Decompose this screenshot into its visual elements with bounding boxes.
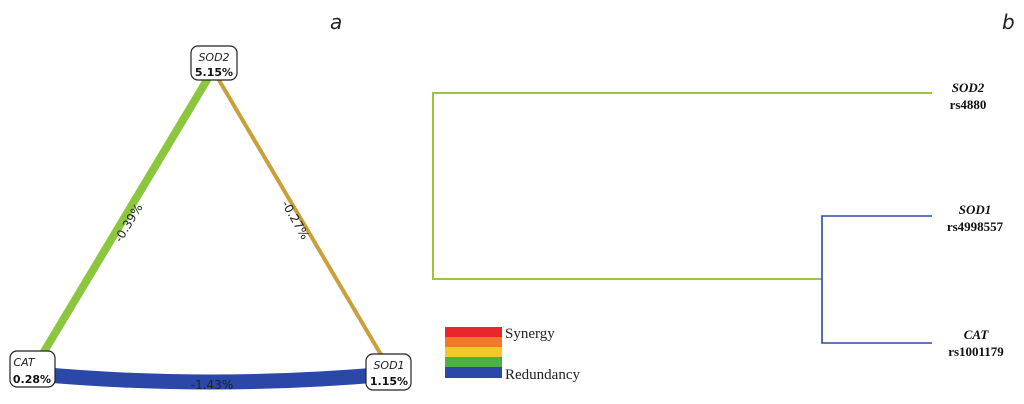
- node-sod2: SOD2 5.15%: [190, 45, 238, 81]
- node-sod2-name: SOD2: [198, 51, 229, 64]
- edge-cat-sod1: [28, 366, 398, 390]
- node-sod2-pct: 5.15%: [195, 66, 233, 79]
- legend-swatch-green: [445, 357, 502, 367]
- legend-swatch-red: [445, 327, 502, 337]
- leaf-sod2-gene: SOD2: [952, 80, 985, 95]
- dendrogram-blue-branch: [821, 215, 932, 344]
- edge-label-sod2-sod1: -0.27%: [279, 198, 312, 242]
- node-cat-pct: 0.28%: [13, 373, 51, 386]
- dendrogram-green-branch: [432, 92, 932, 280]
- edge-label-cat-sod1: -1.43%: [191, 378, 233, 392]
- legend: Synergy Redundancy: [445, 326, 580, 383]
- panel-b-letter: b: [1002, 10, 1015, 34]
- edge-cat-sod2: [32, 66, 217, 369]
- leaf-sod2-rs: rs4880: [950, 97, 987, 112]
- edge-sod2-sod1: [211, 68, 392, 372]
- leaf-sod1-rs: rs4998557: [947, 219, 1004, 234]
- node-cat-name: CAT: [13, 356, 35, 369]
- node-sod1-name: SOD1: [373, 359, 404, 372]
- dendrogram: SOD2 rs4880 SOD1 rs4998557 CAT rs1001179: [432, 80, 1004, 359]
- leaf-cat-gene: CAT: [964, 327, 990, 342]
- legend-synergy-label: Synergy: [505, 326, 555, 342]
- legend-swatch-blue: [445, 367, 502, 378]
- leaf-sod1-gene: SOD1: [959, 202, 992, 217]
- panel-a-letter: a: [330, 10, 343, 34]
- legend-redundancy-label: Redundancy: [505, 367, 580, 383]
- node-sod1: SOD1 1.15%: [365, 353, 412, 391]
- node-cat: CAT 0.28%: [9, 350, 56, 388]
- leaf-cat-rs: rs1001179: [948, 344, 1004, 359]
- legend-swatch-yellow: [445, 347, 502, 357]
- legend-swatch-orange: [445, 337, 502, 347]
- interaction-graph: -0.39% -0.27% -1.43% SOD2 5.15% CAT 0.28…: [9, 45, 412, 392]
- node-sod1-pct: 1.15%: [370, 375, 408, 388]
